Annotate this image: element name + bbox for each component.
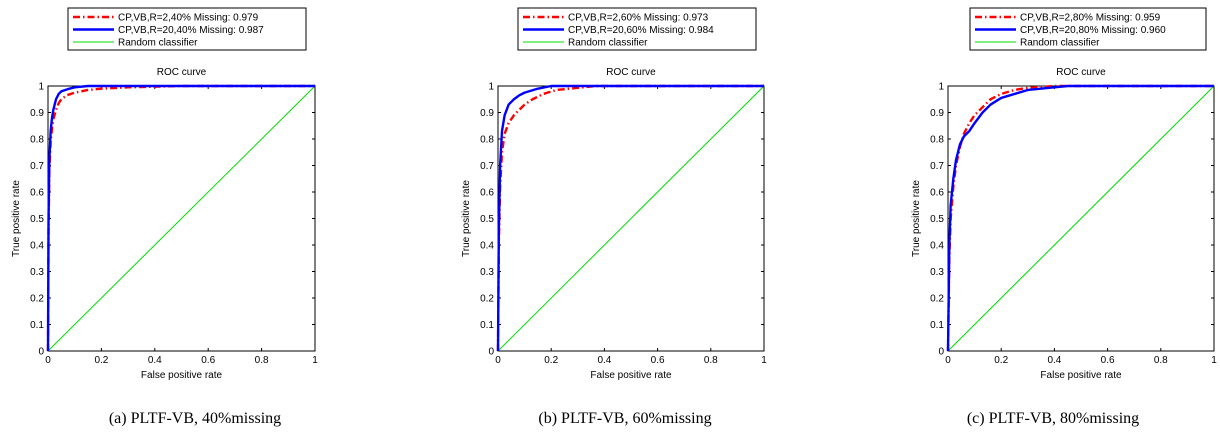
chart-title: ROC curve (606, 67, 656, 78)
y-tick-label: 0.9 (930, 108, 944, 119)
legend-label-1: CP,VB,R=20,80% Missing: 0.960 (1020, 25, 1166, 36)
x-tick-label: 1 (1211, 355, 1217, 366)
y-tick-label: 0.3 (480, 267, 494, 278)
y-axis-label: True positive rate (461, 180, 472, 257)
y-tick-label: 0.1 (480, 320, 494, 331)
series-line-2 (47, 85, 316, 352)
y-tick-label: 0.3 (930, 267, 944, 278)
x-axis-label: False positive rate (1040, 370, 1122, 381)
y-tick-label: 0.5 (480, 214, 494, 225)
x-tick-label: 0.4 (1047, 355, 1061, 366)
series-line-2 (497, 85, 765, 352)
chart-title: ROC curve (1056, 67, 1106, 78)
y-tick-label: 0.9 (480, 108, 494, 119)
caption-a: (a) PLTF-VB, 40%missing (108, 410, 282, 427)
y-tick-label: 0.1 (930, 320, 944, 331)
y-tick-label: 0 (938, 347, 944, 358)
y-tick-label: 0.7 (480, 161, 494, 172)
caption-c: (c) PLTF-VB, 80%missing (966, 410, 1140, 427)
y-tick-label: 0.2 (30, 294, 44, 305)
y-tick-label: 0.4 (930, 241, 944, 252)
y-tick-label: 0.4 (480, 241, 494, 252)
legend-label-0: CP,VB,R=2,60% Missing: 0.973 (568, 13, 709, 24)
legend: CP,VB,R=2,60% Missing: 0.973CP,VB,R=20,6… (517, 7, 757, 51)
y-tick-label: 0.5 (930, 214, 944, 225)
y-tick-label: 0.6 (480, 188, 494, 199)
legend: CP,VB,R=2,80% Missing: 0.959CP,VB,R=20,8… (969, 7, 1207, 51)
legend-label-1: CP,VB,R=20,40% Missing: 0.987 (118, 25, 264, 36)
chart-title: ROC curve (157, 67, 207, 78)
y-axis-label: True positive rate (11, 180, 22, 257)
x-tick-label: 0.4 (148, 355, 162, 366)
legend-label-2: Random classifier (118, 38, 198, 49)
legend-label-2: Random classifier (1020, 38, 1100, 49)
y-tick-label: 0.7 (930, 161, 944, 172)
y-tick-label: 0.8 (30, 135, 44, 146)
x-tick-label: 0.8 (1154, 355, 1168, 366)
x-tick-label: 0 (495, 355, 501, 366)
legend: CP,VB,R=2,40% Missing: 0.979CP,VB,R=20,4… (67, 7, 307, 51)
x-tick-label: 1 (761, 355, 767, 366)
y-tick-label: 0.5 (30, 214, 44, 225)
legend-label-2: Random classifier (568, 38, 648, 49)
y-tick-label: 0.8 (480, 135, 494, 146)
y-tick-label: 0.1 (30, 320, 44, 331)
y-tick-label: 0.2 (930, 294, 944, 305)
y-tick-label: 0.4 (30, 241, 44, 252)
legend-label-0: CP,VB,R=2,40% Missing: 0.979 (118, 13, 259, 24)
x-tick-label: 0.2 (94, 355, 108, 366)
legend-label-0: CP,VB,R=2,80% Missing: 0.959 (1020, 13, 1161, 24)
y-tick-label: 1 (488, 82, 494, 93)
x-tick-label: 0.6 (201, 355, 215, 366)
y-tick-label: 1 (938, 82, 944, 93)
y-tick-label: 0.3 (30, 267, 44, 278)
chart-panel-1: ROC curve 0 0.2 0.4 0.6 0.8 1 0 0.1 0.2 0.3 0.4 0.5 0… (461, 7, 767, 381)
x-axis-label: False positive rate (141, 370, 223, 381)
x-tick-label: 0.2 (544, 355, 558, 366)
chart-panel-0: ROC curve 0 0.2 0.4 0.6 0.8 1 0 0.1 0.2 0.3 0.4 0.5 0… (11, 7, 318, 381)
y-tick-label: 0.7 (30, 161, 44, 172)
y-tick-label: 1 (38, 82, 44, 93)
series-line-2 (947, 85, 1215, 352)
series-line-1 (46, 84, 315, 352)
y-tick-label: 0 (488, 347, 494, 358)
y-tick-label: 0 (38, 347, 44, 358)
x-tick-label: 0 (45, 355, 51, 366)
chart-panel-2: ROC curve 0 0.2 0.4 0.6 0.8 1 0 0.1 0.2 0.3 0.4 0.5 0… (911, 7, 1217, 381)
series-line-1 (946, 84, 1214, 352)
x-tick-label: 0.8 (255, 355, 269, 366)
x-tick-label: 0.6 (651, 355, 665, 366)
y-tick-label: 0.6 (930, 188, 944, 199)
x-tick-label: 0.8 (704, 355, 718, 366)
y-tick-label: 0.9 (30, 108, 44, 119)
x-tick-label: 0.2 (994, 355, 1008, 366)
series-line-1 (496, 84, 764, 352)
y-tick-label: 0.6 (30, 188, 44, 199)
y-tick-label: 0.2 (480, 294, 494, 305)
legend-box (969, 7, 1207, 51)
x-tick-label: 0.4 (597, 355, 611, 366)
x-tick-label: 0.6 (1101, 355, 1115, 366)
x-tick-label: 1 (312, 355, 318, 366)
x-axis-label: False positive rate (590, 370, 672, 381)
x-tick-label: 0 (945, 355, 951, 366)
caption-b: (b) PLTF-VB, 60%missing (538, 410, 712, 427)
legend-label-1: CP,VB,R=20,60% Missing: 0.984 (568, 25, 714, 36)
y-tick-label: 0.8 (930, 135, 944, 146)
y-axis-label: True positive rate (911, 180, 922, 257)
